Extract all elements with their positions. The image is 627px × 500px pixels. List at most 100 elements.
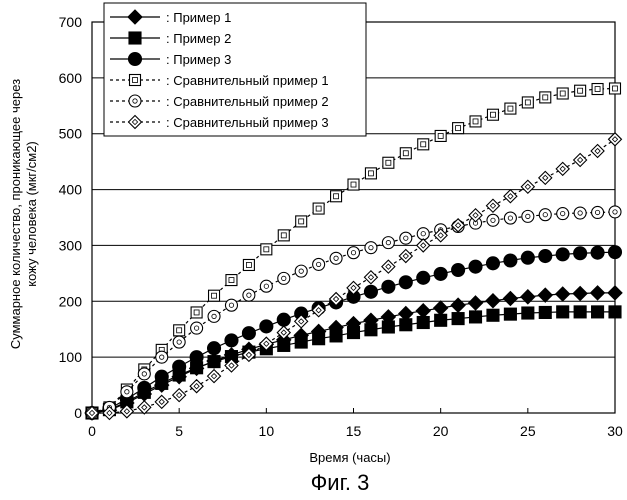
series-3-point-18: [399, 276, 412, 289]
series-5-point-27: [557, 208, 569, 220]
series-3-point-19: [417, 271, 430, 284]
series-1-point-22: [469, 296, 483, 310]
series-4-point-8: [226, 275, 237, 286]
series-2-point-18: [400, 319, 412, 331]
series-3-point-26: [539, 250, 552, 263]
series-6-point-30: [609, 133, 622, 146]
series-4-point-30: [610, 83, 621, 94]
series-2-point-15: [348, 327, 360, 339]
series-2-point-20: [435, 314, 447, 326]
series-6-point-29: [591, 145, 604, 158]
series-5-point-29: [592, 206, 604, 218]
series-6-point-26: [539, 171, 552, 184]
series-5-point-19: [417, 228, 429, 240]
x-tick-label-15: 15: [346, 423, 362, 439]
series-6-point-28: [574, 153, 587, 166]
series-6-point-17: [382, 260, 395, 273]
series-2-point-30: [609, 306, 621, 318]
series-5-point-4: [156, 351, 168, 363]
series-1-point-21: [451, 298, 465, 312]
legend-label-3: : Пример 3: [166, 52, 231, 67]
series-3-point-4: [155, 370, 168, 383]
series-2-point-16: [365, 324, 377, 336]
series-4-point-27: [557, 88, 568, 99]
series-4-point-12: [296, 216, 307, 227]
series-2-point-23: [487, 309, 499, 321]
series-5-point-17: [382, 237, 394, 249]
y-tick-label-500: 500: [59, 126, 83, 142]
series-5-point-7: [208, 310, 220, 322]
series-3-point-7: [208, 342, 221, 355]
y-tick-label-600: 600: [59, 70, 83, 86]
x-tick-label-20: 20: [433, 423, 449, 439]
series-2-point-7: [208, 356, 220, 368]
series-5-point-8: [225, 299, 237, 311]
series-4-point-25: [522, 97, 533, 108]
series-2-point-21: [452, 313, 464, 325]
legend-marker-4: [130, 75, 141, 86]
series-3-point-9: [242, 327, 255, 340]
series-2-point-22: [470, 311, 482, 323]
series-1-point-23: [486, 294, 500, 308]
series-5-point-6: [191, 322, 203, 334]
series-1-point-29: [591, 286, 605, 300]
y-tick-label-200: 200: [59, 293, 83, 309]
series-6-point-27: [556, 162, 569, 175]
x-tick-label-0: 0: [88, 423, 96, 439]
series-5-point-14: [330, 252, 342, 264]
series-5-point-18: [400, 232, 412, 244]
series-6-point-3: [138, 401, 151, 414]
series-1-point-30: [608, 286, 622, 300]
series-5-point-15: [348, 247, 360, 259]
legend-label-1: : Пример 1: [166, 10, 231, 25]
series-5-point-13: [313, 258, 325, 270]
series-6-point-23: [486, 199, 499, 212]
x-tick-label-10: 10: [259, 423, 275, 439]
series-6-point-4: [155, 395, 168, 408]
series-3-point-30: [609, 246, 622, 259]
series-4-point-11: [278, 230, 289, 241]
series-6-point-25: [521, 180, 534, 193]
y-tick-label-700: 700: [59, 14, 83, 30]
series-2-point-14: [330, 330, 342, 342]
series-4-point-14: [331, 191, 342, 202]
series-4-point-24: [505, 103, 516, 114]
series-3-point-21: [452, 264, 465, 277]
series-4-point-17: [383, 157, 394, 168]
series-4-point-16: [365, 168, 376, 179]
series-3-point-5: [173, 360, 186, 373]
legend-label-5: : Сравнительный пример 2: [166, 94, 329, 109]
legend-label-6: : Сравнительный пример 3: [166, 115, 329, 130]
series-1-point-26: [538, 288, 552, 302]
series-4-point-7: [209, 290, 220, 301]
series-5-point-5: [173, 336, 185, 348]
series-5-point-10: [260, 280, 272, 292]
y-axis-title: Суммарное количество, проникающее через …: [8, 79, 39, 349]
legend-marker-3: [129, 53, 142, 66]
series-4-point-9: [243, 259, 254, 270]
x-tick-label-5: 5: [175, 423, 183, 439]
series-3-point-10: [260, 320, 273, 333]
series-2-point-12: [295, 336, 307, 348]
series-4-point-23: [487, 109, 498, 120]
series-4-point-19: [418, 139, 429, 150]
series-5-point-3: [138, 368, 150, 380]
series-3-point-23: [486, 257, 499, 270]
series-6-point-16: [364, 271, 377, 284]
series-3-point-22: [469, 260, 482, 273]
y-tick-label-400: 400: [59, 182, 83, 198]
series-3-point-6: [190, 351, 203, 364]
series-5-point-25: [522, 210, 534, 222]
series-1-line: [92, 293, 615, 413]
legend: : Пример 1: Пример 2: Пример 3: Сравните…: [104, 3, 366, 136]
series-1-point-19: [416, 304, 430, 318]
series-5-point-16: [365, 242, 377, 254]
x-tick-label-25: 25: [520, 423, 536, 439]
series-3-point-17: [382, 280, 395, 293]
y-tick-label-300: 300: [59, 237, 83, 253]
series-2-point-17: [382, 321, 394, 333]
legend-marker-2: [129, 32, 141, 44]
figure-caption: Фиг. 3: [311, 470, 370, 495]
series-2-point-11: [278, 339, 290, 351]
